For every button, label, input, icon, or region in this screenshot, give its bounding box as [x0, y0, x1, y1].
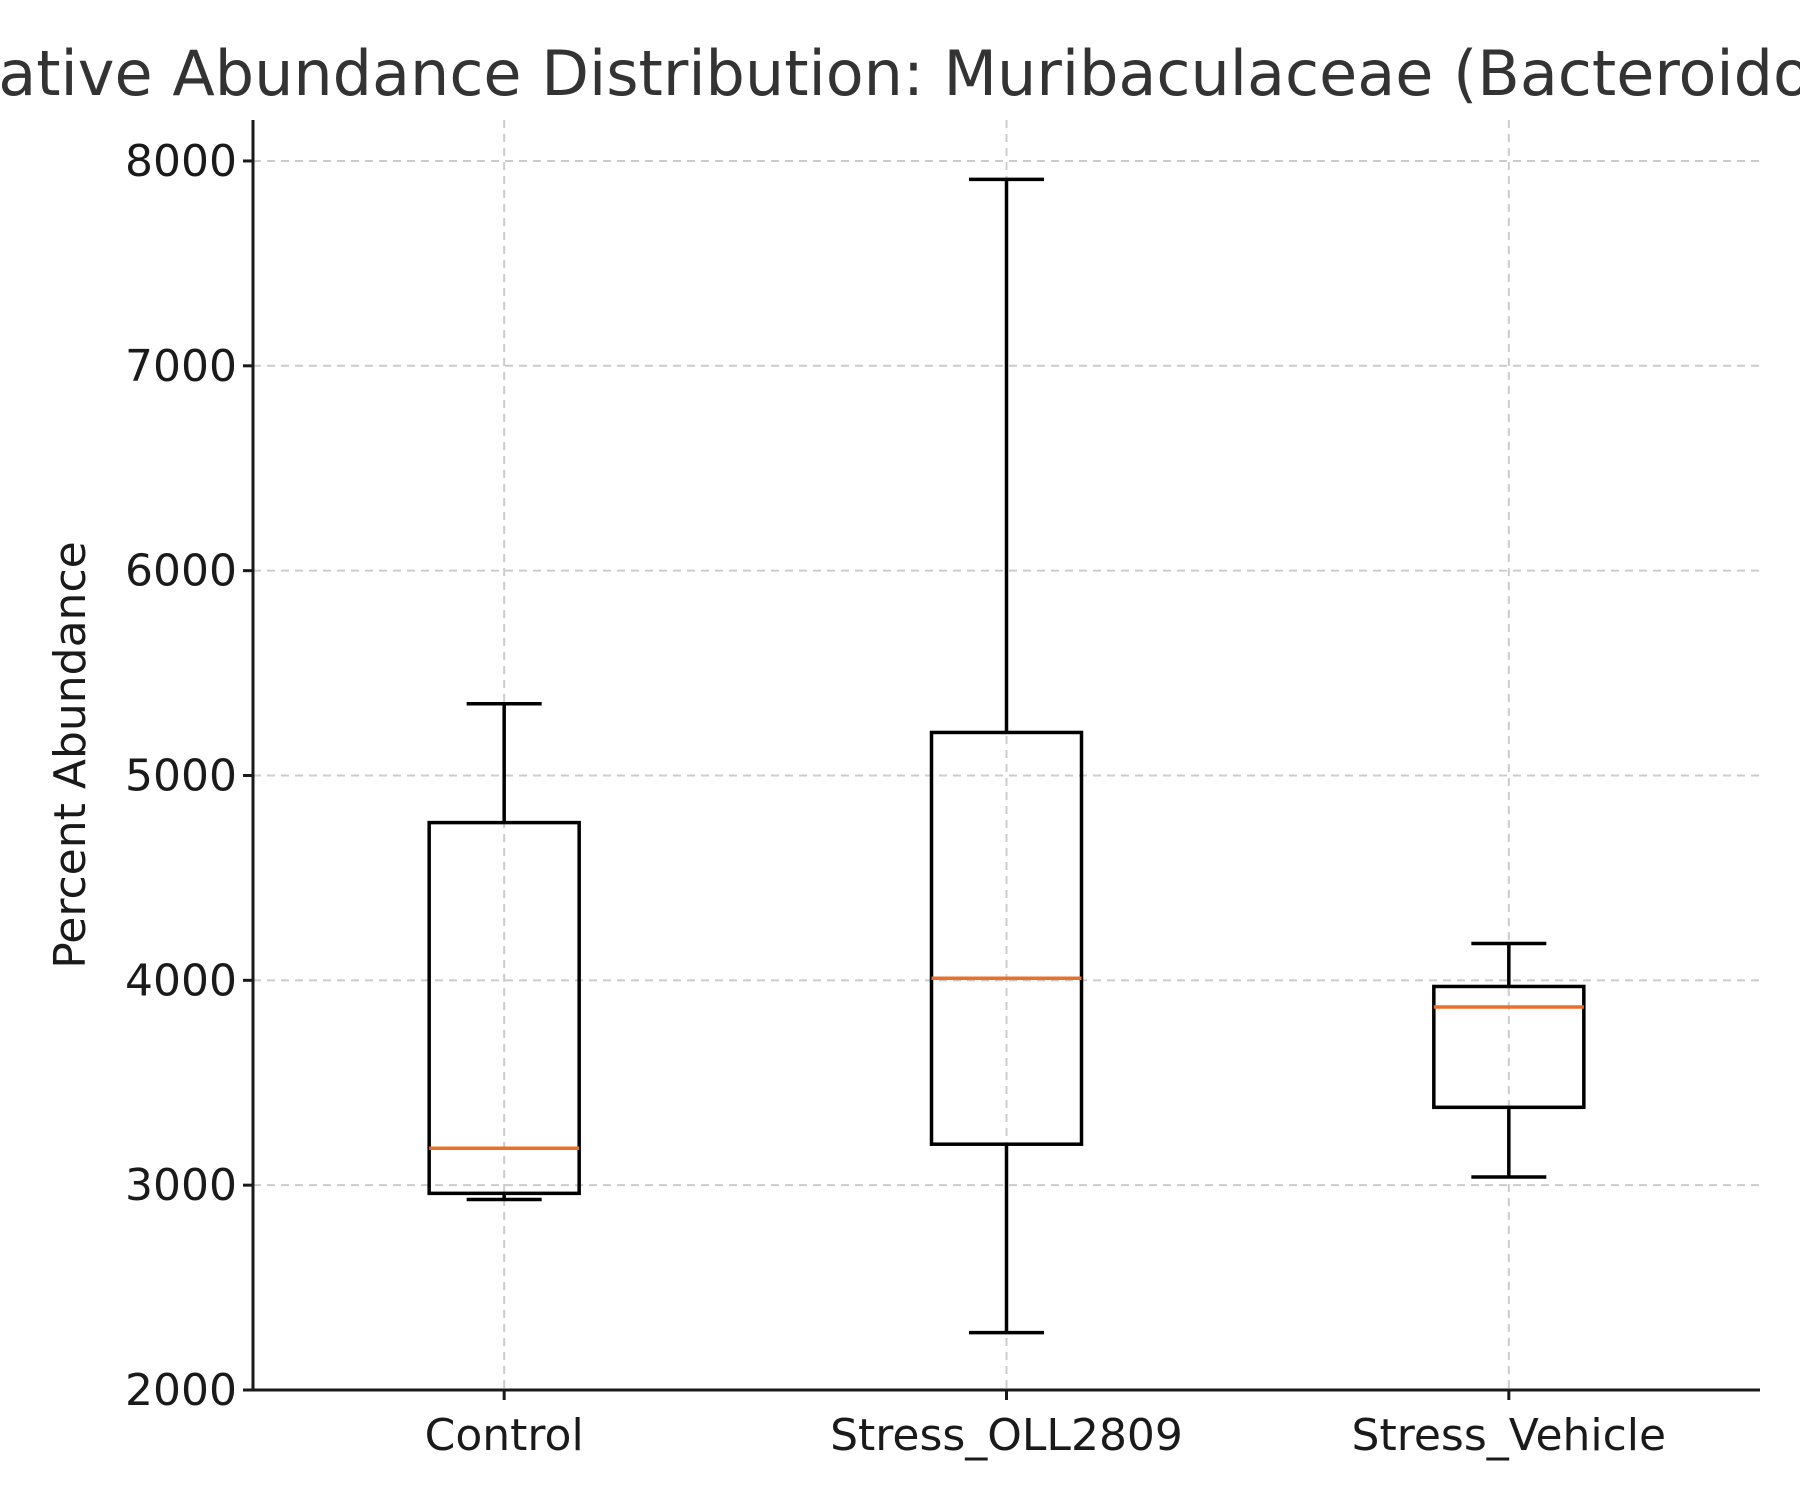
- y-tick-label: 8000: [125, 136, 237, 187]
- x-tick-label: Control: [425, 1410, 584, 1461]
- y-tick-label: 3000: [125, 1160, 237, 1211]
- y-tick-label: 7000: [125, 341, 237, 392]
- box-plots: [427, 177, 1586, 1335]
- box-plot-control: [427, 702, 581, 1202]
- x-tick-label: Stress_OLL2809: [830, 1410, 1183, 1461]
- y-tick-label: 2000: [125, 1365, 237, 1416]
- y-axis-label: Percent Abundance: [45, 541, 96, 968]
- tick-labels: 2000 3000 4000 5000 6000 7000 8000 Control Stres…: [125, 136, 1666, 1461]
- y-tick-label: 6000: [125, 546, 237, 597]
- iqr-box: [427, 820, 581, 1196]
- iqr-box: [1432, 984, 1586, 1110]
- y-tick-label: 4000: [125, 955, 237, 1006]
- x-tick-label: Stress_Vehicle: [1352, 1410, 1667, 1461]
- iqr-box: [929, 730, 1084, 1146]
- box-plot-stress-vehicle: [1432, 941, 1586, 1179]
- chart-title: Relative Abundance Distribution: Muribac…: [0, 37, 1800, 110]
- y-tick-label: 5000: [125, 750, 237, 801]
- box-plot-stress-oll2809: [929, 177, 1084, 1335]
